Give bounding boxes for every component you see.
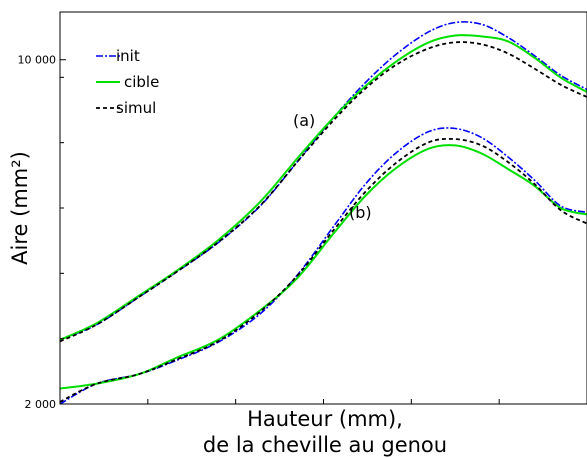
annotation-a: (a)	[293, 111, 315, 130]
series-line-cible-b	[60, 144, 587, 390]
y-tick-label: 10 000	[18, 54, 57, 67]
annotation-b: (b)	[349, 203, 372, 222]
legend-label-init: init	[116, 47, 140, 65]
tick-layer: 2 000 10 000	[18, 54, 500, 411]
y-axis-label: Aire (mm²)	[8, 151, 32, 265]
series-line-simul-b	[60, 137, 587, 403]
series-line-init-a	[60, 21, 587, 341]
plot-frame	[59, 11, 587, 405]
series-line-simul-a	[60, 41, 587, 343]
legend-label-cible: cible	[124, 73, 159, 91]
series-layer	[60, 21, 587, 404]
x-axis-label-line-1: Hauteur (mm),	[247, 407, 403, 431]
series-line-cible-a	[60, 34, 587, 341]
legend: init cible simul	[96, 47, 159, 117]
legend-label-simul: simul	[116, 99, 156, 117]
x-axis-label-line-2: de la cheville au genou	[203, 433, 447, 457]
y-tick-label: 2 000	[25, 398, 57, 411]
